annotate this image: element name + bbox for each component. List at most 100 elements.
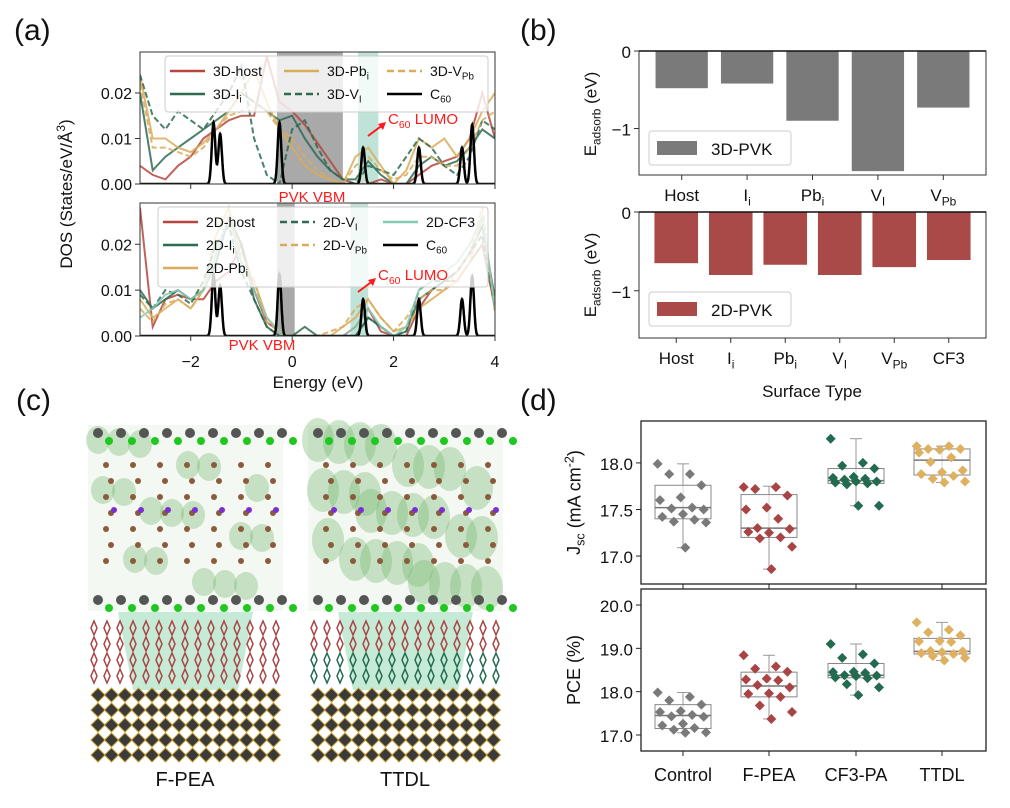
organic-cation [220,667,228,685]
data-point [784,682,795,693]
octahedron [265,702,282,718]
y-tick-label-part: 18.0 [600,684,633,703]
bar-subplot-3d: Host Ii​ Pbi​ VI​ VPb​ 0 −1 3D-PVK Eadsorb (eV) [581,43,987,208]
halogen-atom [192,507,198,513]
carbon-atom [350,494,356,500]
carbon-atom [130,558,136,564]
data-point [652,458,663,469]
x-tick-label-part: i [732,357,735,371]
organic-cation [414,635,422,653]
legend-label-part: Pb [355,246,368,257]
charge-density-blob [213,570,237,598]
data-point [874,682,884,693]
octahedron [157,717,174,733]
octahedron [377,717,394,733]
y-tick-label: 0.00 [101,177,132,194]
data-point [923,627,934,638]
panel-label-d: (d) [520,384,557,417]
organic-cation [142,667,150,685]
carbon-atom [108,542,114,548]
octahedron [364,687,380,703]
octahedron [171,687,187,703]
x-tick-label-part: V [881,349,893,368]
data-point [916,648,927,659]
octahedron [130,747,147,763]
data-point [664,695,675,706]
data-point [741,504,751,515]
f-pea-structure [86,425,297,763]
organic-cation [401,635,409,653]
data-point [787,707,797,718]
dos-line-2D-VPb [140,207,495,336]
organic-cation [129,635,137,653]
dos-line-3D-Ii [140,91,495,184]
i-atom [463,437,471,445]
octahedron [391,732,407,748]
organic-cation [349,635,357,653]
pb-atom [497,428,507,438]
x-tick-label: CF3 [933,349,965,368]
organic-cation [155,635,163,653]
pb-atom [336,595,346,605]
carbon-atom [243,542,249,548]
legend-label-part: C [430,86,440,102]
octahedron [377,687,394,703]
charge-density-blob [408,560,440,604]
x-tick-label: 4 [491,354,500,371]
data-point [743,526,754,537]
organic-cation [479,667,487,685]
y-tick-label: 0.00 [101,329,132,346]
data-point [939,655,950,666]
carbon-atom [377,558,383,564]
data-point [943,624,954,635]
carbon-atom [216,542,222,548]
pb-atom [93,595,103,605]
data-point [761,673,772,684]
ttdl-label: TTDL [380,769,430,791]
octahedron [323,732,340,748]
octahedron [485,687,502,703]
legend-label-part: 2D-CF3 [426,214,475,230]
ttdl-structure [302,418,517,763]
halogen-atom [439,507,445,513]
organic-cation [349,651,357,669]
carbon-atom [270,478,276,484]
x-tick-label: −2 [182,354,200,371]
data-point [784,524,795,535]
organic-cation [90,651,98,669]
x-tick-label: Pbi​ [774,349,797,371]
data-point [754,700,765,711]
octahedron [418,747,434,763]
carbon-atom [323,462,329,468]
carbon-atom [328,542,334,548]
data-point [853,500,864,511]
carbon-atom [409,542,415,548]
data-point [680,542,691,553]
organic-cation [194,651,202,669]
halogen-atom [466,507,472,513]
data-point [696,480,707,491]
octahedron [90,687,106,703]
dos-line-3D-VPb [140,83,495,184]
x-tick-label-part: 4 [491,354,500,371]
organic-cation [362,635,370,653]
x-tick-label: TTDL [920,765,965,785]
organic-cation [375,651,383,669]
octahedron [404,717,421,733]
x-tick-label: VPb​ [881,349,907,371]
x-tick-label-part: 0 [288,354,297,371]
carbon-atom [463,542,469,548]
carbon-atom [211,526,217,532]
data-point [857,649,868,660]
organic-cation [323,651,331,669]
organic-cation [233,651,241,669]
organic-cation [466,619,474,637]
i-atom [440,437,448,445]
legend-label-part: i [232,246,234,257]
pb-atom [277,428,287,438]
x-tick-label: VPb​ [930,186,956,208]
charge-density-blob [381,541,413,585]
carbon-atom [184,494,190,500]
carbon-atom [103,462,109,468]
